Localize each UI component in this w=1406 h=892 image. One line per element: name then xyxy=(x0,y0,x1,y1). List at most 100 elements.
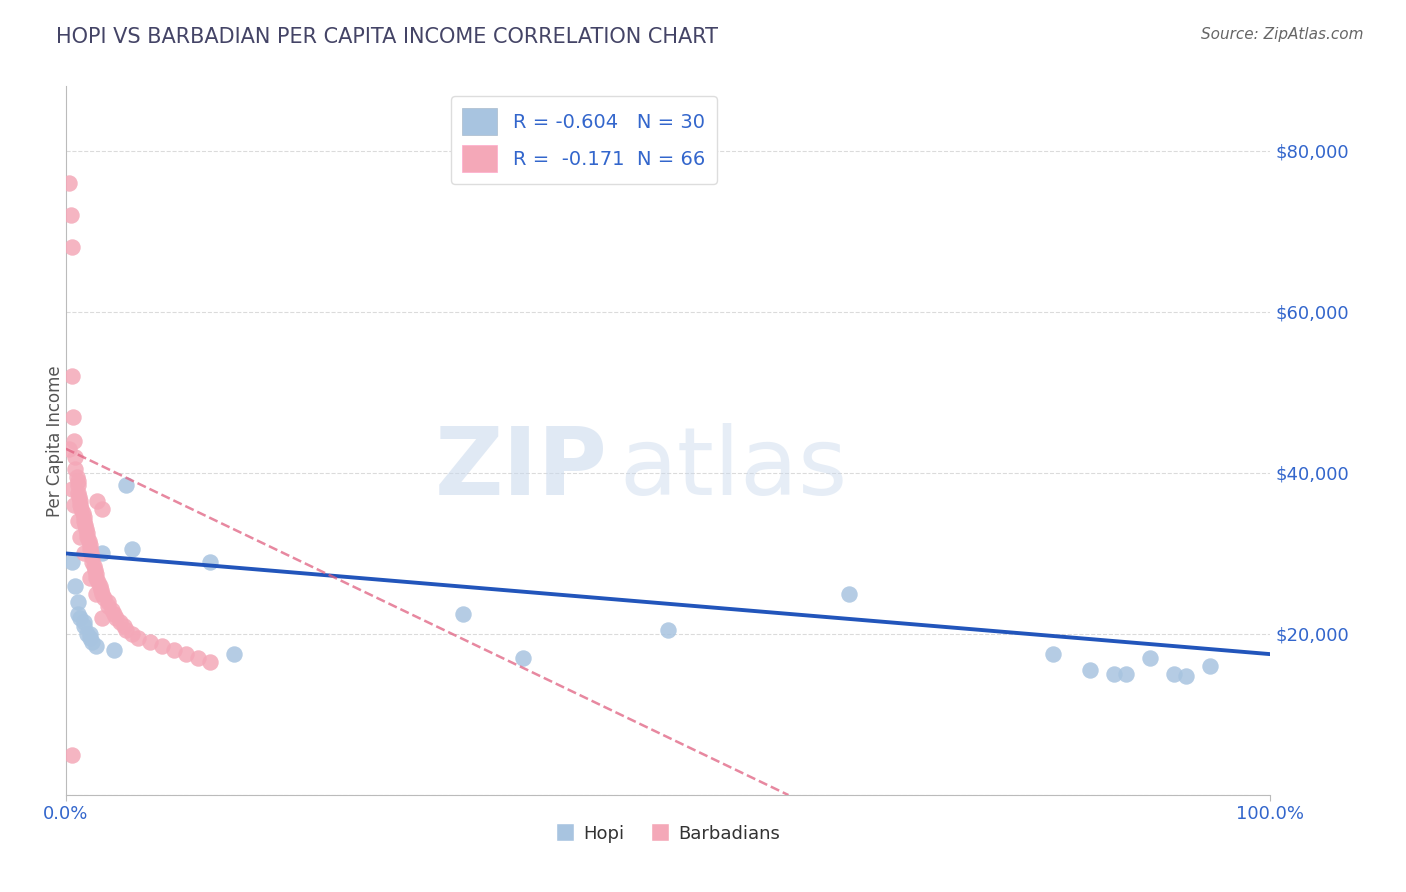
Point xyxy=(76,530,98,544)
Point xyxy=(60,240,83,254)
Text: Source: ZipAtlas.com: Source: ZipAtlas.com xyxy=(1201,27,1364,42)
Text: ZIP: ZIP xyxy=(434,423,607,515)
Y-axis label: Per Capita Income: Per Capita Income xyxy=(46,365,63,516)
Point xyxy=(82,635,104,649)
Point xyxy=(82,550,104,565)
Point xyxy=(60,369,83,384)
Point xyxy=(93,591,115,605)
Point xyxy=(1139,651,1161,665)
Point xyxy=(72,506,94,520)
Point xyxy=(65,579,87,593)
Point xyxy=(84,571,107,585)
Legend: R = -0.604   N = 30, R =  -0.171  N = 66: R = -0.604 N = 30, R = -0.171 N = 66 xyxy=(451,96,717,184)
Point xyxy=(451,607,474,621)
Point xyxy=(100,603,122,617)
Point xyxy=(108,615,131,629)
Point xyxy=(63,434,86,448)
Text: HOPI VS BARBADIAN PER CAPITA INCOME CORRELATION CHART: HOPI VS BARBADIAN PER CAPITA INCOME CORR… xyxy=(56,27,718,46)
Point xyxy=(79,538,101,552)
Point xyxy=(73,514,96,528)
Point xyxy=(105,611,128,625)
Point xyxy=(69,494,91,508)
Point xyxy=(121,627,143,641)
Point xyxy=(1199,659,1222,673)
Point xyxy=(69,498,91,512)
Point xyxy=(79,542,101,557)
Point xyxy=(103,643,125,657)
Point xyxy=(80,546,103,560)
Point xyxy=(150,639,173,653)
Point xyxy=(1163,667,1185,681)
Point xyxy=(60,747,83,762)
Point xyxy=(65,450,87,464)
Point xyxy=(75,518,97,533)
Point xyxy=(127,631,149,645)
Point xyxy=(86,494,108,508)
Point xyxy=(63,498,86,512)
Point xyxy=(84,639,107,653)
Point xyxy=(97,595,120,609)
Point xyxy=(200,655,222,669)
Point xyxy=(91,587,114,601)
Point xyxy=(91,546,114,560)
Point xyxy=(66,514,89,528)
Point xyxy=(65,462,87,476)
Point xyxy=(73,510,96,524)
Point xyxy=(66,595,89,609)
Point xyxy=(83,558,105,573)
Point xyxy=(84,587,107,601)
Point xyxy=(73,615,96,629)
Point xyxy=(174,647,197,661)
Point xyxy=(87,574,110,589)
Point xyxy=(69,530,91,544)
Point xyxy=(66,486,89,500)
Point xyxy=(187,651,209,665)
Point xyxy=(70,502,93,516)
Point xyxy=(73,619,96,633)
Point xyxy=(115,478,138,492)
Point xyxy=(66,470,89,484)
Point xyxy=(84,566,107,581)
Point xyxy=(115,623,138,637)
Point xyxy=(103,607,125,621)
Text: atlas: atlas xyxy=(620,423,848,515)
Point xyxy=(91,502,114,516)
Point xyxy=(79,631,101,645)
Point xyxy=(163,643,186,657)
Point xyxy=(512,651,534,665)
Point xyxy=(89,579,111,593)
Point xyxy=(1042,647,1064,661)
Point xyxy=(79,627,101,641)
Point xyxy=(62,409,84,424)
Point xyxy=(112,619,135,633)
Point xyxy=(200,554,222,568)
Point xyxy=(77,534,100,549)
Point xyxy=(60,554,83,568)
Point xyxy=(1174,669,1197,683)
Point xyxy=(83,563,105,577)
Point xyxy=(82,554,104,568)
Point xyxy=(79,571,101,585)
Point xyxy=(97,599,120,613)
Point xyxy=(76,627,98,641)
Point xyxy=(66,474,89,488)
Point xyxy=(838,587,860,601)
Point xyxy=(139,635,162,649)
Point xyxy=(91,611,114,625)
Point xyxy=(657,623,679,637)
Point xyxy=(69,611,91,625)
Point xyxy=(73,546,96,560)
Point xyxy=(90,582,112,597)
Point xyxy=(224,647,246,661)
Point xyxy=(76,526,98,541)
Point xyxy=(60,482,83,496)
Point xyxy=(1115,667,1137,681)
Point xyxy=(75,522,97,536)
Point xyxy=(58,176,80,190)
Point xyxy=(59,208,82,222)
Point xyxy=(1102,667,1125,681)
Point xyxy=(58,442,80,456)
Point xyxy=(66,478,89,492)
Point xyxy=(121,542,143,557)
Point xyxy=(66,607,89,621)
